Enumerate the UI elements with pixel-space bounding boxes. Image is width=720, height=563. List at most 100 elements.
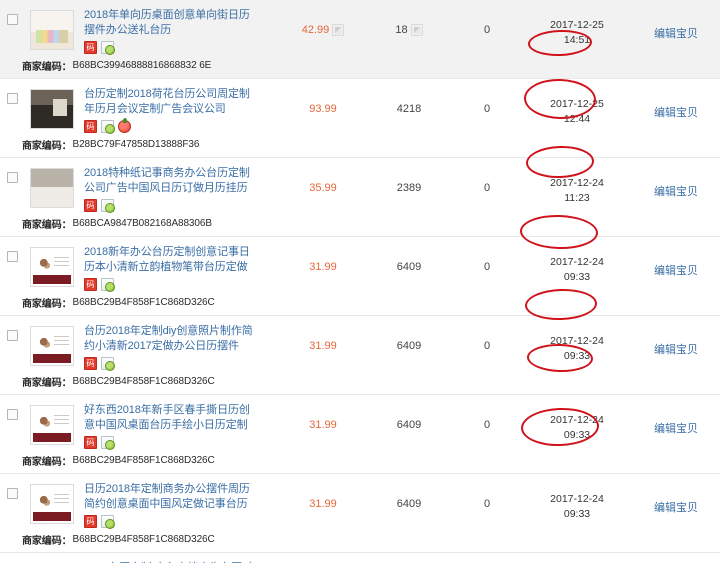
document-badge-icon[interactable] (101, 199, 115, 213)
thumbnail-text-lines (54, 494, 69, 506)
code-badge-icon[interactable]: 码 (84, 41, 97, 54)
product-title-link[interactable]: 台历定制2018荷花台历公司周定制年历月会议定制广告会议公司 (84, 88, 250, 115)
date-value: 2017-12-24 (550, 256, 604, 268)
quantity-value: 18 (395, 24, 408, 36)
code-badge-icon[interactable]: 码 (84, 120, 97, 133)
title-cell: 台历2018年定制diy创意照片制作简约小清新2017定做办公日历摆件码 (80, 324, 280, 371)
edit-product-link[interactable]: 编辑宝贝 (654, 344, 698, 356)
product-title-link[interactable]: 日历2018年定制商务办公摆件周历简约创意桌面中国风定做记事台历 (84, 483, 250, 510)
document-badge-icon[interactable] (101, 515, 115, 529)
edit-product-link[interactable]: 编辑宝贝 (654, 265, 698, 277)
date-cell: 2017-12-24 09:33 (522, 324, 632, 364)
title-cell: 2018年单向历桌面创意单向街日历摆件办公送礼台历码 (80, 8, 280, 55)
date-value: 2017-12-24 (550, 177, 604, 189)
product-title-link[interactable]: 2018特种纸记事商务办公台历定制公司广告中国风日历订做月历挂历 (84, 167, 250, 194)
quantity-value: 2389 (396, 182, 422, 194)
merchant-code-row: 商家编码： B68BC29B4F858F1C868D326C (0, 374, 720, 394)
gift-badge-icon[interactable] (118, 118, 131, 133)
badge-group: 码 (84, 357, 272, 371)
sold-cell: 0 (483, 340, 491, 352)
product-title-link[interactable]: 好东西2018年新手区春手撕日历创意中国风桌面台历手绘小日历定制 (84, 404, 250, 431)
select-item-checkbox[interactable] (6, 409, 18, 420)
price-value: 35.99 (309, 182, 337, 194)
code-badge-icon[interactable]: 码 (84, 515, 97, 528)
document-badge-icon[interactable] (101, 357, 115, 371)
product-thumbnail[interactable] (30, 89, 74, 129)
badge-group: 码 (84, 199, 272, 213)
document-badge-icon[interactable] (101, 278, 115, 292)
thumbnail-motif (39, 416, 51, 428)
product-thumbnail[interactable] (30, 247, 74, 287)
merchant-code-row: 商家编码： B68BC39946888816868832 6E (0, 58, 720, 78)
checkbox-cell (0, 482, 24, 499)
select-item-checkbox[interactable] (6, 488, 18, 499)
merchant-code-row: 商家编码： B68BCA9847B082168A88306B (0, 216, 720, 236)
time-value: 14:51 (563, 34, 591, 46)
merchant-code-label: 商家编码： (22, 220, 72, 231)
select-item-checkbox[interactable] (6, 330, 18, 341)
product-thumbnail[interactable] (30, 168, 74, 208)
item-row: 2018年单向历桌面创意单向街日历摆件办公送礼台历码 42.99 18 0 2017-1… (0, 0, 720, 58)
date-cell: 2017-12-24 11:23 (522, 166, 632, 206)
select-item-checkbox[interactable] (6, 172, 18, 183)
edit-product-link[interactable]: 编辑宝贝 (654, 423, 698, 435)
price-value: 31.99 (309, 340, 337, 352)
thumbnail-motif (39, 337, 51, 349)
edit-product-link[interactable]: 编辑宝贝 (654, 107, 698, 119)
code-badge-icon[interactable]: 码 (84, 199, 97, 212)
code-badge-icon[interactable]: 码 (84, 278, 97, 291)
product-thumbnail[interactable] (30, 484, 74, 524)
title-cell: 好东西2018年新手区春手撕日历创意中国风桌面台历手绘小日历定制码 (80, 403, 280, 450)
thumbnail-cell (24, 324, 80, 366)
action-cell: 编辑宝贝 (632, 245, 720, 279)
product-title-link[interactable]: 2018年单向历桌面创意单向街日历摆件办公送礼台历 (84, 9, 250, 36)
title-cell: 日历2018年定制商务办公摆件周历简约创意桌面中国风定做记事台历码 (80, 482, 280, 529)
checkbox-cell (0, 403, 24, 420)
edit-quantity-icon[interactable] (410, 24, 423, 36)
thumbnail-image (31, 11, 73, 49)
item-row: 2018特种纸记事商务办公台历定制公司广告中国风日历订做月历挂历码 35.99 23… (0, 158, 720, 216)
thumbnail-motif (39, 495, 51, 507)
action-cell: 编辑宝贝 (632, 8, 720, 42)
product-title-link[interactable]: 2018新年办公台历定制创意记事日历本小清新立韵植物笔带台历定做 (84, 246, 250, 273)
item-group: 日历2018年定制商务办公摆件周历简约创意桌面中国风定做记事台历码 31.99 64… (0, 474, 720, 553)
date-value: 2017-12-25 (550, 98, 604, 110)
price-cell: 93.99 (280, 87, 366, 115)
product-thumbnail[interactable] (30, 326, 74, 366)
badge-group: 码 (84, 436, 272, 450)
thumbnail-cell (24, 245, 80, 287)
date-cell: 2017-12-24 09:33 (522, 482, 632, 522)
price-value: 93.99 (309, 103, 337, 115)
item-row: 台历2018年定制diy创意照片制作简约小清新2017定做办公日历摆件码 31.9… (0, 316, 720, 374)
quantity-cell: 4218 (366, 87, 452, 115)
item-row: 好东西2018年新手区春手撕日历创意中国风桌面台历手绘小日历定制码 31.99 64… (0, 395, 720, 453)
document-badge-icon[interactable] (101, 41, 115, 55)
thumbnail-text-lines (54, 257, 69, 269)
edit-product-link[interactable]: 编辑宝贝 (654, 502, 698, 514)
document-badge-icon[interactable] (101, 436, 115, 450)
merchant-code-row: 商家编码： B68BC29B4F858F1C868D326C (0, 532, 720, 552)
document-badge-icon[interactable] (101, 120, 115, 134)
edit-price-icon[interactable] (332, 24, 345, 36)
thumbnail-text-lines (54, 336, 69, 348)
edit-product-link[interactable]: 编辑宝贝 (654, 28, 698, 40)
code-badge-icon[interactable]: 码 (84, 357, 97, 370)
time-value: 09:33 (563, 271, 591, 283)
merchant-code-value: B68BC29B4F858F1C868D326C (72, 455, 215, 466)
code-badge-icon[interactable]: 码 (84, 436, 97, 449)
select-item-checkbox[interactable] (6, 14, 18, 25)
checkbox-cell (0, 324, 24, 341)
select-item-checkbox[interactable] (6, 93, 18, 104)
product-thumbnail[interactable] (30, 10, 74, 50)
badge-group: 码 (84, 515, 272, 529)
product-thumbnail[interactable] (30, 405, 74, 445)
item-group: 台历2018年定制diy创意照片制作简约小清新2017定做办公日历摆件码 31.9… (0, 316, 720, 395)
product-title-link[interactable]: 台历2018年定制diy创意照片制作简约小清新2017定做办公日历摆件 (84, 325, 253, 352)
edit-product-link[interactable]: 编辑宝贝 (654, 186, 698, 198)
action-cell: 编辑宝贝 (632, 87, 720, 121)
select-item-checkbox[interactable] (6, 251, 18, 262)
merchant-code-value: B68BC29B4F858F1C868D326C (72, 376, 215, 387)
merchant-code-row: 商家编码： B28BC79F47858D13888F36 (0, 137, 720, 157)
price-cell: 31.99 (280, 324, 366, 352)
